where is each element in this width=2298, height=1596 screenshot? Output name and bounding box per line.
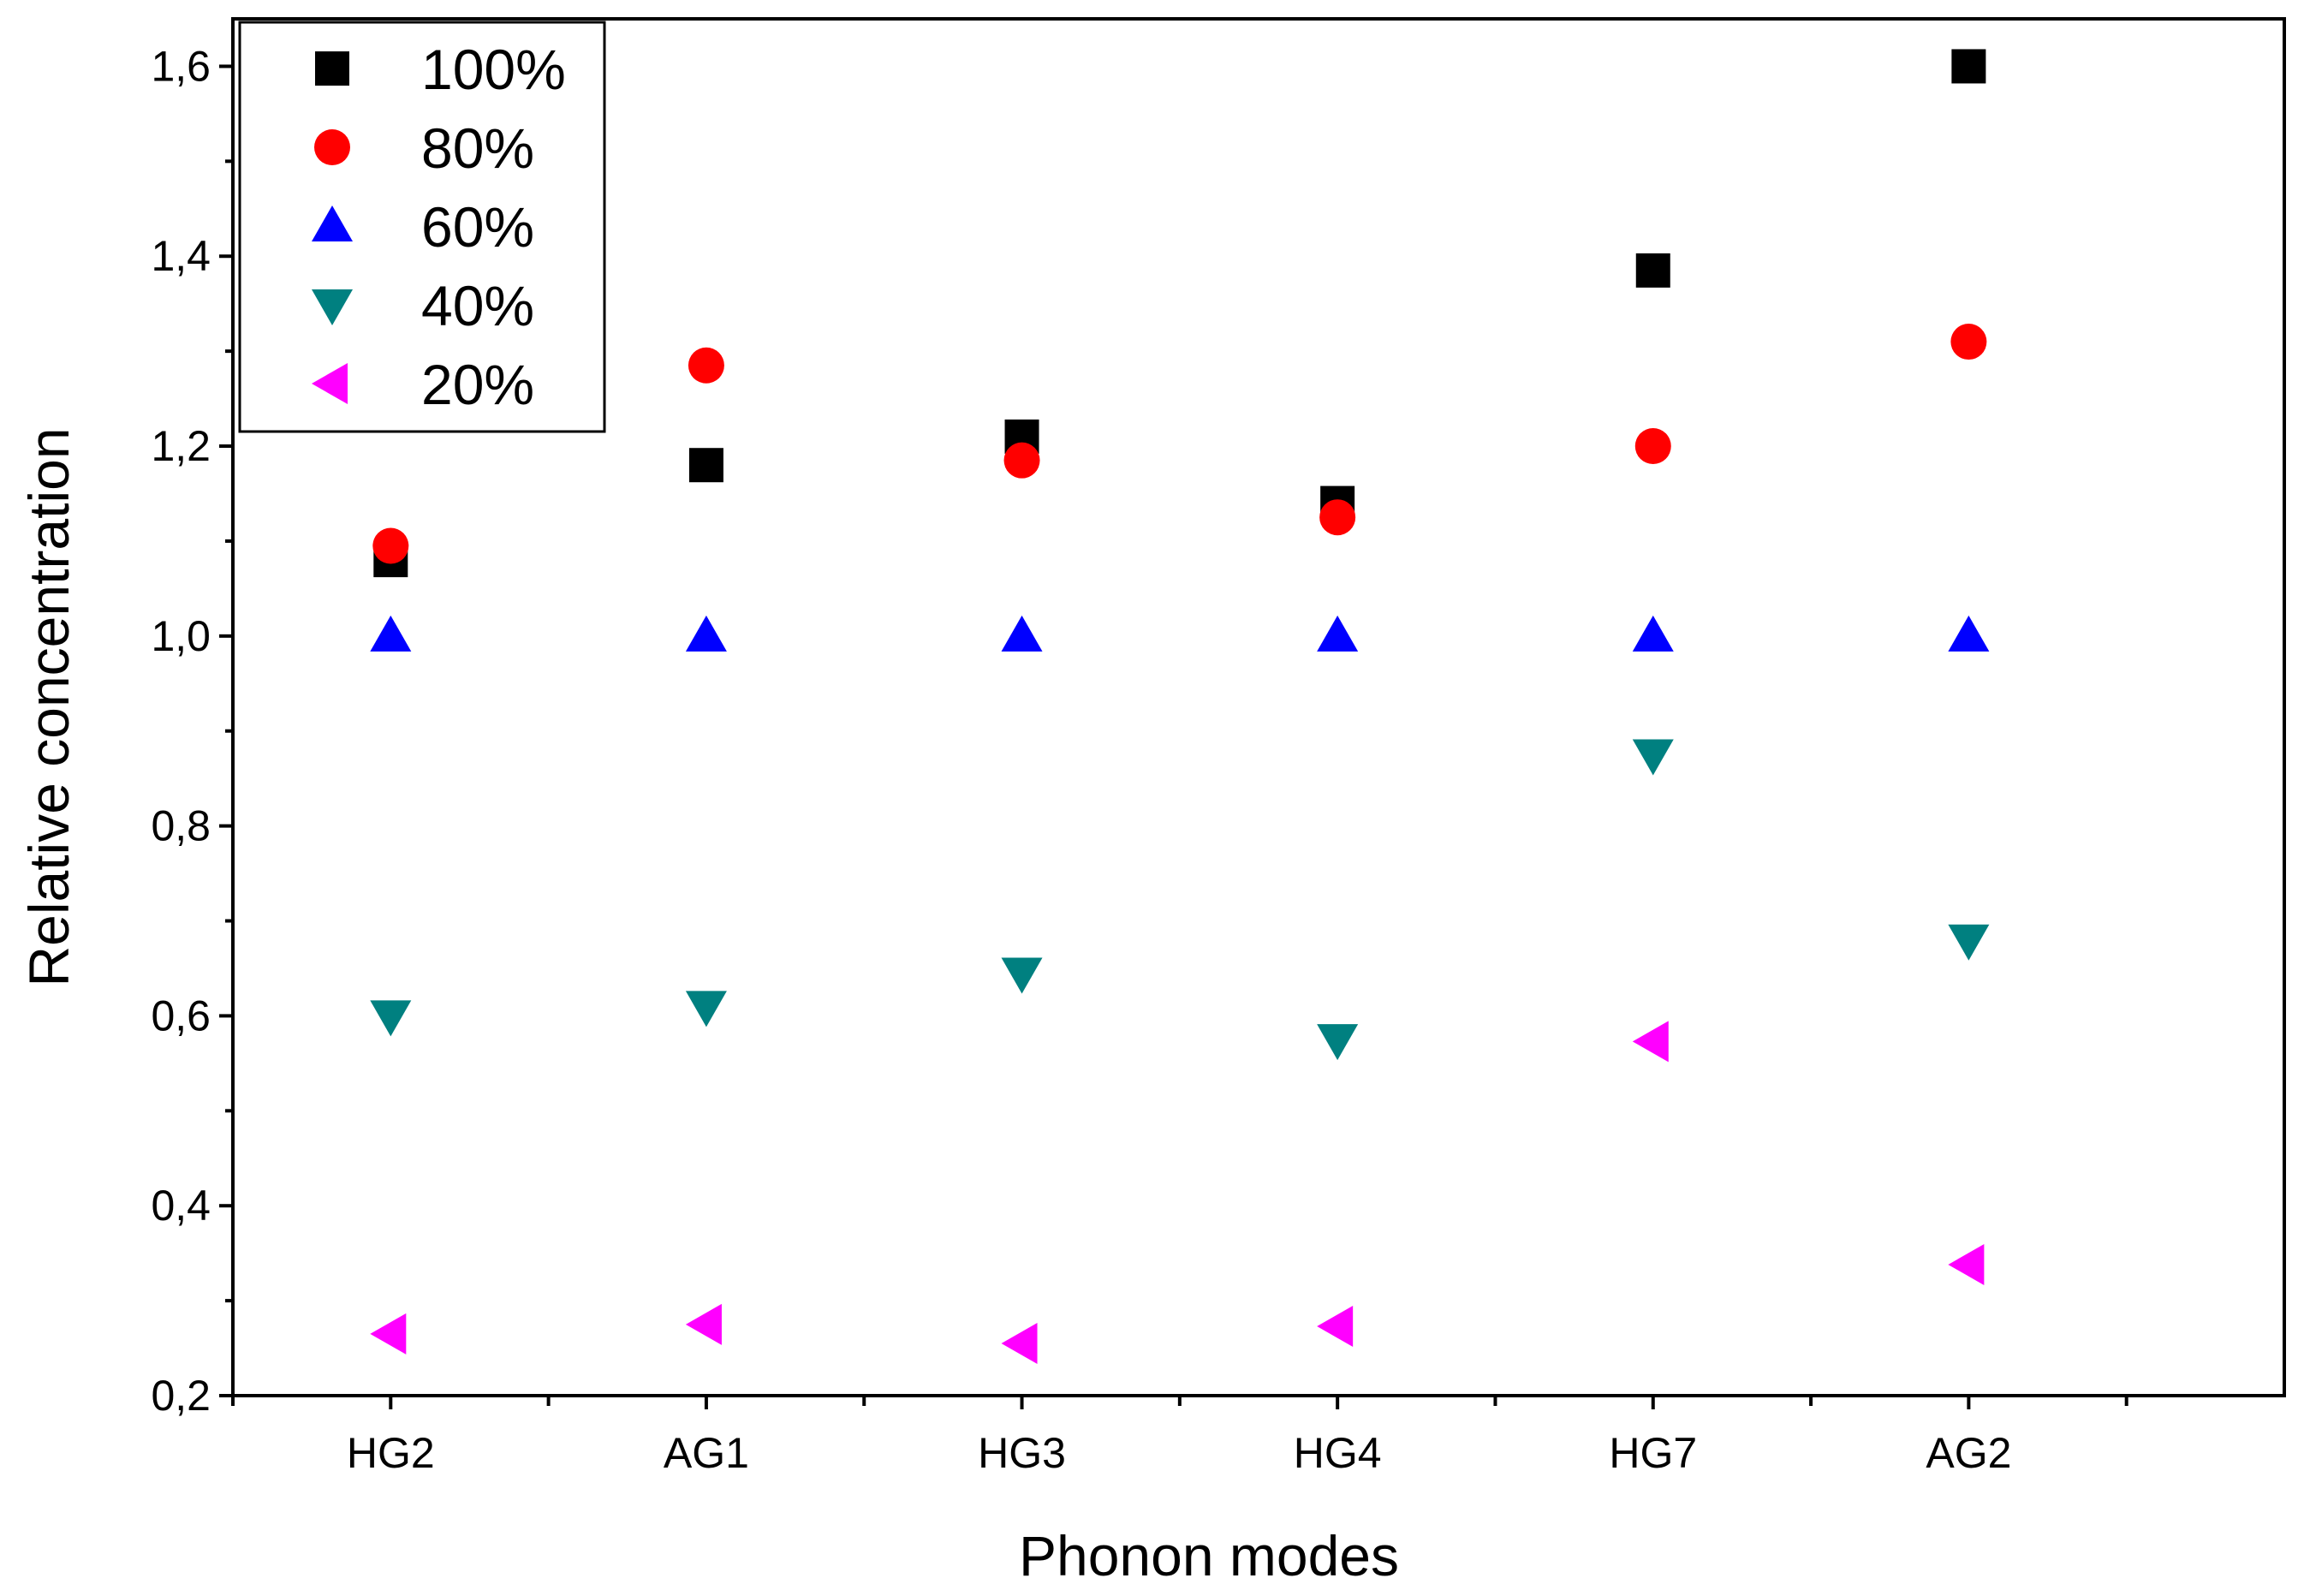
data-point [1948, 1243, 1985, 1285]
data-point [1317, 1024, 1359, 1061]
data-point [688, 448, 723, 483]
data-points [370, 49, 1990, 1365]
data-point [1948, 924, 1990, 961]
data-point [1632, 1021, 1669, 1063]
data-point [370, 1313, 407, 1355]
y-tick-label: 1,4 [151, 232, 211, 280]
y-axis-title: Relative concentration [17, 427, 80, 986]
x-tick-label: HG7 [1609, 1429, 1697, 1477]
legend-label: 40% [421, 274, 534, 337]
plot-frame [231, 17, 2286, 1397]
data-point [1001, 615, 1043, 652]
data-point [1948, 615, 1990, 652]
y-tick-label: 1,0 [151, 612, 211, 660]
legend-marker [312, 289, 353, 325]
y-tick-label: 1,6 [151, 42, 211, 90]
y-tick-label: 0,2 [151, 1372, 211, 1420]
y-tick-label: 0,4 [151, 1182, 211, 1230]
data-point [370, 1000, 412, 1037]
data-point [685, 991, 727, 1027]
data-point [1950, 324, 1987, 360]
x-tick-label: AG2 [1926, 1429, 2011, 1477]
y-tick-label: 0,8 [151, 802, 211, 850]
data-point [1951, 49, 1986, 84]
y-tick-label: 1,2 [151, 422, 211, 470]
data-point [1319, 499, 1356, 536]
x-axis-title: Phonon modes [1019, 1524, 1399, 1587]
legend-label: 100% [421, 38, 566, 101]
x-tick-label: HG3 [978, 1429, 1066, 1477]
legend-label: 80% [421, 116, 534, 180]
data-point [1317, 615, 1359, 652]
legend-marker [314, 129, 350, 165]
data-point [370, 615, 412, 652]
x-tick-label: AG1 [664, 1429, 749, 1477]
data-point [685, 1303, 722, 1345]
y-tick-label: 0,6 [151, 992, 211, 1039]
data-point [1003, 442, 1040, 479]
data-point [1635, 253, 1670, 288]
data-point [1001, 957, 1043, 994]
y-axis: 0,2 0,4 0,6 0,8 1,0 1,2 1,4 1,6 [151, 42, 233, 1420]
legend: 100% 80% 60% 40% 20% [238, 21, 606, 433]
legend-marker [312, 205, 353, 241]
legend-marker [312, 363, 348, 404]
x-axis: HG2 AG1 HG3 HG4 HG7 AG2 [231, 1396, 2128, 1477]
data-point [688, 347, 724, 384]
data-point [1001, 1323, 1038, 1365]
legend-marker [315, 51, 349, 86]
data-point [1317, 1306, 1354, 1348]
legend-box [238, 21, 606, 433]
x-tick-label: HG4 [1294, 1429, 1382, 1477]
data-point [372, 527, 409, 564]
data-point [1632, 615, 1674, 652]
legend-label: 20% [421, 353, 534, 416]
data-point [1634, 428, 1671, 465]
data-point [685, 615, 727, 652]
legend-label: 60% [421, 195, 534, 259]
data-point [1632, 739, 1674, 776]
x-tick-label: HG2 [347, 1429, 435, 1477]
